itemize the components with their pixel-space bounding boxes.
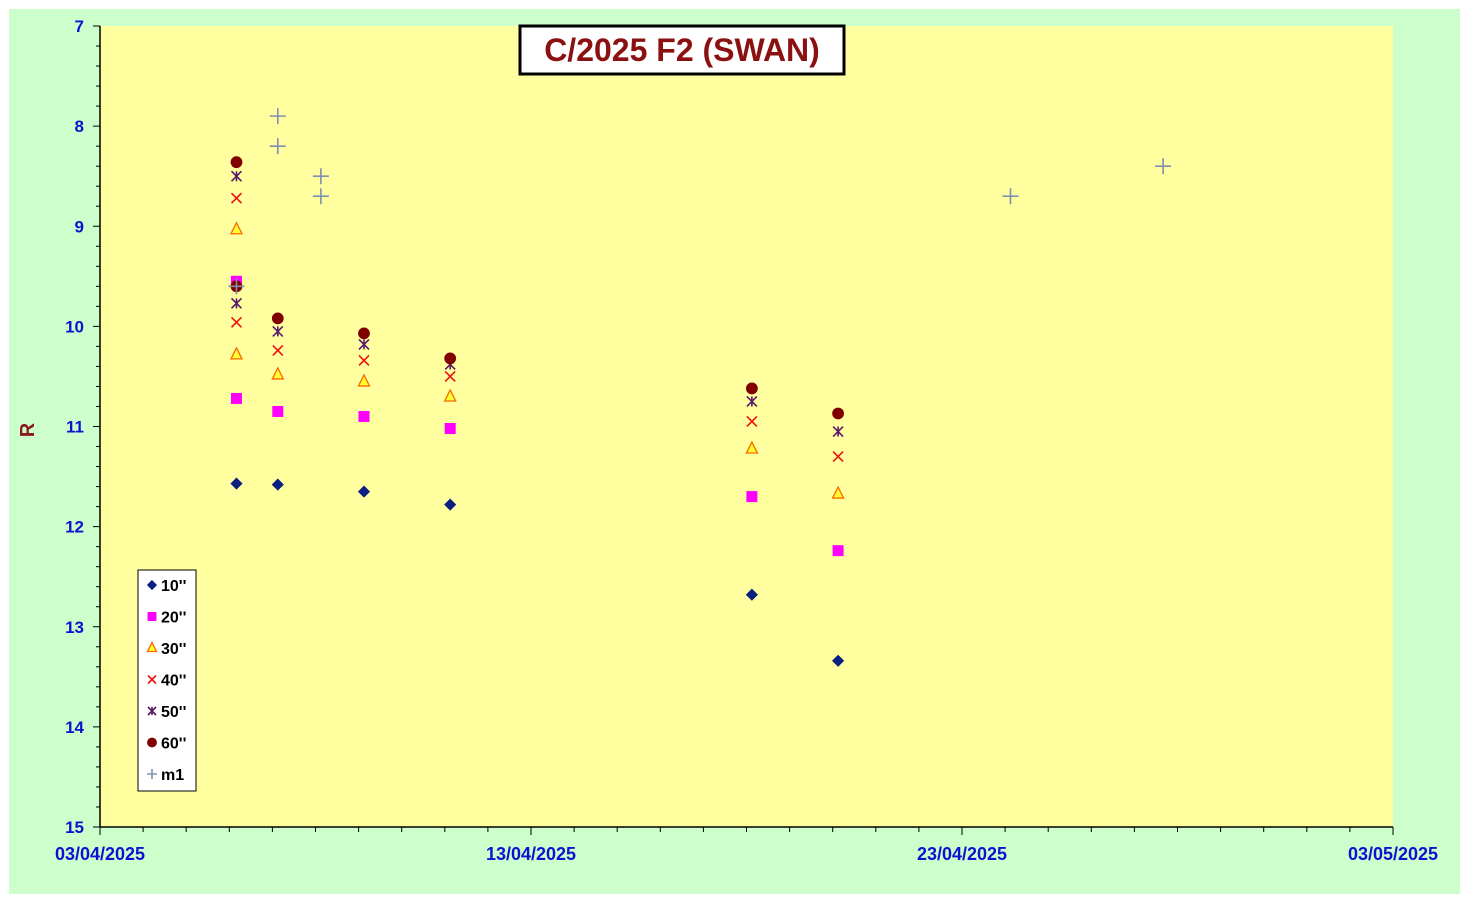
data-point (358, 410, 370, 422)
legend-marker (147, 706, 157, 716)
y-tick-label: 9 (75, 217, 84, 236)
legend-item: 10'' (146, 578, 186, 595)
legend-item: 50'' (147, 704, 186, 721)
data-point (229, 221, 244, 235)
data-point (444, 352, 457, 365)
plot-area (100, 26, 1393, 827)
legend-marker (146, 579, 158, 591)
data-point (832, 654, 845, 667)
data-point (230, 477, 243, 490)
y-tick-label: 7 (75, 17, 84, 36)
legend-marker (147, 674, 157, 685)
legend-label: 10'' (161, 578, 186, 595)
data-point (272, 344, 284, 356)
legend-label: 20'' (161, 610, 186, 627)
data-point (1155, 158, 1172, 175)
data-point (230, 316, 243, 328)
data-point (444, 498, 457, 511)
series-4 (230, 192, 844, 463)
data-point (443, 388, 457, 402)
data-point (745, 382, 758, 395)
data-point (230, 192, 243, 204)
legend-marker (147, 737, 157, 748)
legend: 10'' 20'' 30'' 40'' 50'' 60'' m1 (137, 569, 197, 792)
data-point (746, 491, 758, 503)
legend-item: 60'' (147, 736, 186, 753)
series-7 (228, 108, 1172, 295)
legend-label: 30'' (161, 641, 186, 658)
y-tick-label: 15 (65, 818, 84, 837)
x-axis: 03/04/2025 13/04/2025 23/04/2025 03/05/2025 (55, 826, 1438, 864)
series-3 (229, 221, 845, 499)
legend-item: m1 (147, 767, 184, 784)
data-point (230, 297, 243, 309)
data-point (230, 392, 242, 404)
data-point (269, 108, 286, 125)
x-tick-label: 03/04/2025 (55, 844, 145, 864)
data-point (831, 485, 845, 499)
data-point (357, 373, 371, 387)
legend-item: 30'' (146, 641, 186, 658)
legend-marker (147, 612, 157, 621)
data-point (312, 188, 329, 205)
data-point (358, 327, 370, 340)
y-tick-label: 11 (66, 418, 84, 437)
data-point (272, 405, 284, 417)
legend-item: 40'' (147, 673, 186, 690)
x-tick-label: 23/04/2025 (917, 844, 1007, 864)
data-point (272, 325, 284, 337)
legend-label: 50'' (161, 704, 186, 721)
x-tick-label: 13/04/2025 (486, 844, 576, 864)
data-point (832, 450, 844, 463)
data-point (832, 407, 844, 420)
data-point (230, 156, 243, 169)
y-tick-label: 12 (65, 518, 84, 537)
legend-marker (147, 769, 157, 779)
data-point (271, 478, 284, 491)
data-point (444, 423, 456, 435)
data-point (358, 338, 370, 350)
data-point (229, 346, 244, 360)
y-axis: 7 8 9 10 11 12 13 14 15 (65, 17, 101, 837)
data-point (444, 370, 456, 383)
data-point (746, 395, 758, 408)
y-tick-label: 10 (65, 317, 84, 336)
data-point (1002, 188, 1019, 205)
data-point (358, 354, 370, 366)
data-point (745, 588, 758, 601)
data-point (312, 168, 329, 185)
data-markers (228, 108, 1172, 667)
legend-item: 20'' (147, 610, 186, 627)
data-point (832, 425, 844, 438)
chart-title: C/2025 F2 (SWAN) (544, 32, 820, 68)
chart-title-box: C/2025 F2 (SWAN) (518, 24, 846, 76)
data-point (269, 138, 286, 155)
y-tick-label: 13 (65, 618, 84, 637)
y-tick-label: 8 (75, 117, 84, 136)
data-point (271, 312, 284, 325)
data-point (230, 170, 243, 182)
legend-label: m1 (161, 767, 184, 784)
data-point (271, 366, 285, 380)
legend-marker (146, 641, 158, 653)
data-point (832, 545, 844, 557)
data-point (228, 278, 245, 295)
y-tick-label: 14 (65, 718, 84, 737)
legend-label: 60'' (161, 736, 186, 753)
series-5 (230, 170, 844, 438)
data-point (746, 415, 758, 428)
data-point (357, 485, 371, 498)
x-tick-label: 03/05/2025 (1348, 844, 1438, 864)
y-axis-label: R (17, 422, 39, 437)
series-1 (230, 477, 845, 667)
data-point (745, 440, 759, 454)
legend-label: 40'' (161, 673, 186, 690)
